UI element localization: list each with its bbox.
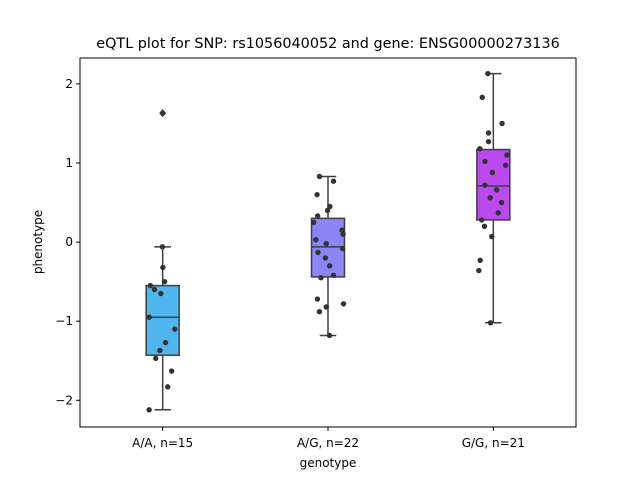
x-axis-label: genotype bbox=[300, 456, 357, 470]
data-point bbox=[322, 255, 329, 261]
data-point bbox=[157, 347, 163, 354]
data-point bbox=[159, 244, 166, 250]
x-axis: A/A, n=15 A/G, n=22 G/G, n=21 bbox=[132, 427, 525, 450]
data-point bbox=[323, 304, 329, 310]
y-tick-label: −2 bbox=[55, 393, 73, 407]
strip-points bbox=[146, 110, 178, 413]
box bbox=[145, 284, 180, 356]
box bbox=[476, 148, 511, 221]
data-point bbox=[316, 173, 323, 180]
data-point bbox=[158, 290, 164, 297]
data-point bbox=[315, 249, 321, 256]
data-point bbox=[485, 138, 492, 145]
data-point bbox=[489, 233, 495, 240]
data-point bbox=[151, 286, 158, 293]
data-point bbox=[476, 267, 482, 274]
data-point bbox=[172, 326, 178, 332]
data-point bbox=[314, 296, 321, 302]
y-tick-label: 2 bbox=[65, 77, 73, 91]
data-point bbox=[499, 120, 505, 127]
data-point bbox=[477, 146, 483, 152]
data-point bbox=[489, 169, 496, 176]
data-point bbox=[318, 274, 324, 281]
data-point bbox=[313, 237, 319, 243]
strip-points bbox=[476, 70, 510, 326]
box-group bbox=[310, 175, 346, 337]
data-point bbox=[340, 301, 347, 307]
y-tick-label: −1 bbox=[55, 314, 73, 328]
data-point bbox=[495, 210, 501, 216]
data-point bbox=[326, 263, 333, 269]
y-tick-label: 1 bbox=[65, 156, 73, 170]
data-point bbox=[487, 195, 493, 201]
data-point bbox=[146, 314, 152, 320]
data-point bbox=[502, 162, 509, 169]
data-point bbox=[168, 368, 175, 374]
box-group bbox=[476, 72, 511, 324]
y-axis: −2 −1 0 1 2 bbox=[55, 77, 80, 407]
data-point bbox=[482, 158, 488, 165]
strip-points bbox=[310, 173, 347, 339]
data-point bbox=[485, 70, 491, 77]
chart-title: eQTL plot for SNP: rs1056040052 and gene… bbox=[96, 36, 560, 52]
data-point bbox=[165, 384, 171, 390]
data-point bbox=[485, 130, 492, 136]
data-point bbox=[314, 213, 321, 219]
x-tick-label: A/A, n=15 bbox=[132, 436, 193, 450]
data-point bbox=[477, 257, 483, 263]
data-point bbox=[161, 278, 168, 285]
data-point bbox=[323, 240, 329, 247]
data-point bbox=[487, 320, 494, 326]
data-point bbox=[326, 332, 333, 339]
data-point bbox=[493, 187, 500, 193]
data-point bbox=[340, 231, 346, 237]
y-tick-label: 0 bbox=[65, 235, 73, 249]
data-point bbox=[330, 272, 337, 279]
data-point bbox=[316, 309, 323, 315]
data-point bbox=[160, 264, 166, 271]
data-point bbox=[162, 339, 169, 346]
plot-area bbox=[145, 70, 511, 413]
data-point bbox=[339, 245, 346, 252]
x-tick-label: G/G, n=21 bbox=[462, 436, 525, 450]
data-point bbox=[153, 355, 159, 362]
box-group bbox=[145, 109, 180, 411]
box bbox=[310, 217, 346, 278]
data-point bbox=[310, 219, 317, 226]
data-point bbox=[479, 94, 485, 101]
data-point bbox=[481, 223, 488, 229]
data-point bbox=[147, 282, 154, 289]
data-point bbox=[330, 178, 337, 184]
data-point bbox=[504, 152, 510, 158]
data-point bbox=[478, 217, 485, 223]
data-point bbox=[482, 182, 488, 188]
data-point bbox=[159, 110, 166, 116]
data-point bbox=[327, 203, 333, 210]
data-point bbox=[314, 191, 320, 198]
y-axis-label: phenotype bbox=[31, 210, 45, 274]
data-point bbox=[146, 407, 152, 413]
data-point bbox=[498, 199, 505, 206]
x-tick-label: A/G, n=22 bbox=[297, 436, 359, 450]
data-point bbox=[324, 207, 331, 214]
